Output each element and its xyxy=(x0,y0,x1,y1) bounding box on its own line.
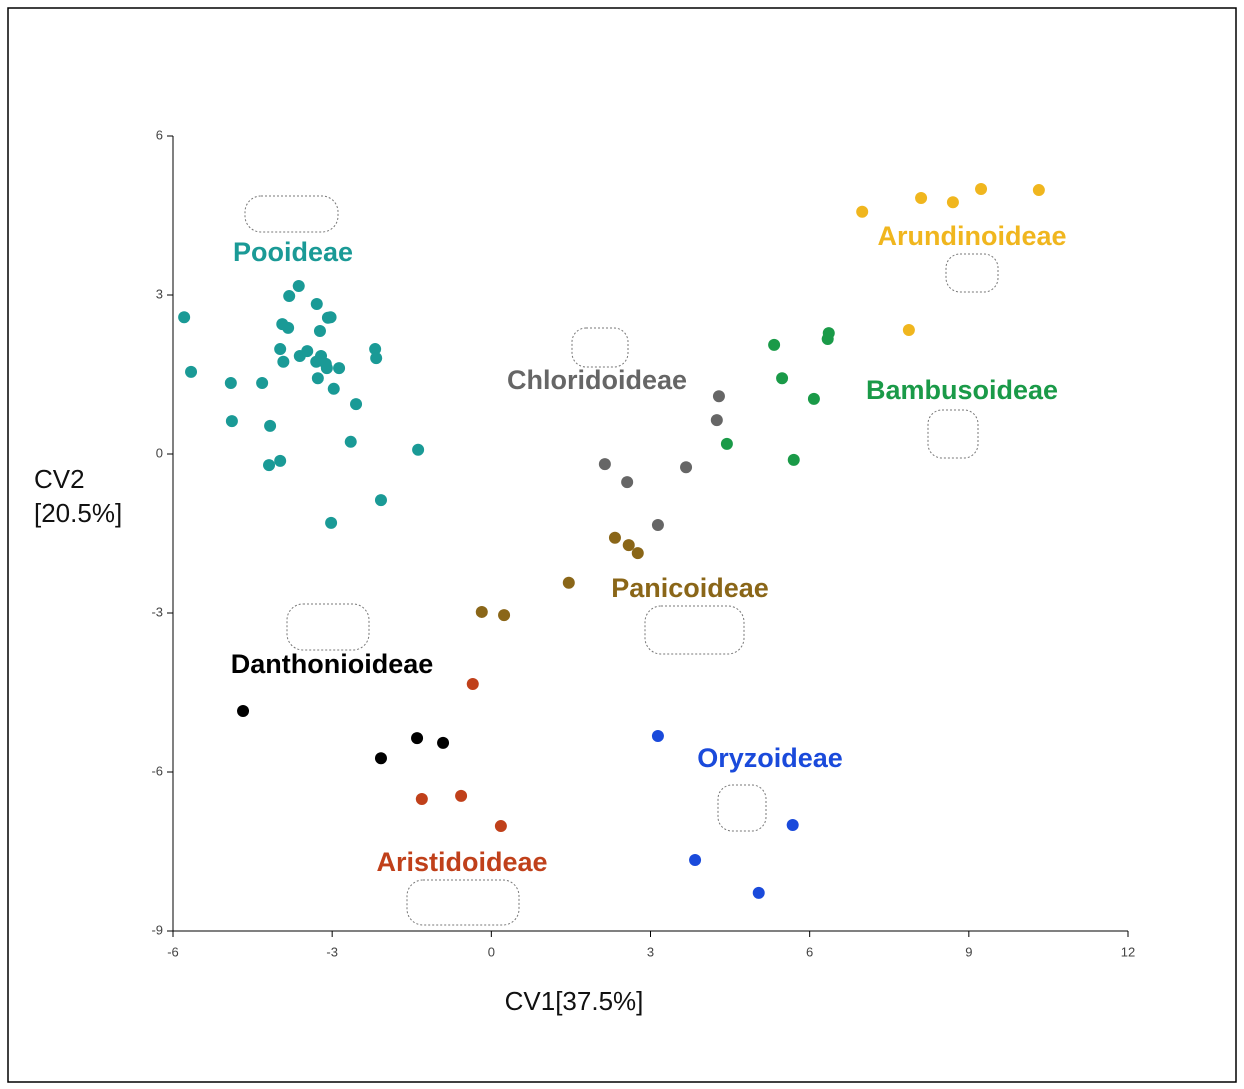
point xyxy=(768,338,781,351)
point xyxy=(475,605,488,618)
point xyxy=(277,355,290,368)
point xyxy=(320,362,333,375)
point xyxy=(562,576,575,589)
group-label: Panicoideae xyxy=(611,573,769,603)
point xyxy=(412,443,425,456)
point xyxy=(915,192,928,205)
point xyxy=(975,183,988,195)
point xyxy=(621,476,634,489)
point xyxy=(498,609,511,622)
point xyxy=(786,819,799,831)
point xyxy=(185,365,198,378)
point xyxy=(651,519,664,532)
point xyxy=(310,298,323,311)
frame xyxy=(7,7,1237,1083)
point xyxy=(369,343,382,356)
y-tick-label: 0 xyxy=(156,445,163,460)
point xyxy=(374,494,387,507)
point xyxy=(283,290,296,303)
point xyxy=(752,886,765,899)
x-axis-title: CV1[37.5%] xyxy=(505,986,644,1016)
x-tick-label: 12 xyxy=(1121,944,1135,959)
point xyxy=(282,321,295,334)
point xyxy=(1032,184,1045,197)
group-label: Arundinoideae xyxy=(877,221,1066,251)
point xyxy=(313,325,326,338)
x-tick-label: 3 xyxy=(647,944,654,959)
point xyxy=(856,205,869,218)
group-label: Aristidoideae xyxy=(376,847,547,877)
point xyxy=(902,323,915,336)
point xyxy=(301,345,314,358)
point xyxy=(622,539,635,552)
group-label: Pooideae xyxy=(233,237,353,267)
y-tick-label: -3 xyxy=(151,604,163,619)
point xyxy=(415,793,428,806)
x-tick-label: -3 xyxy=(326,944,338,959)
point xyxy=(946,196,959,209)
point xyxy=(333,362,346,375)
point xyxy=(787,453,800,466)
point xyxy=(274,343,287,356)
point xyxy=(350,398,363,411)
group-label: Chloridoideae xyxy=(507,365,687,395)
point xyxy=(225,415,238,428)
point xyxy=(327,382,340,395)
point xyxy=(776,372,789,385)
y-tick-label: 3 xyxy=(156,286,163,301)
point xyxy=(807,392,820,405)
x-tick-label: 9 xyxy=(965,944,972,959)
point xyxy=(325,516,338,529)
point xyxy=(680,461,693,474)
y-tick-label: -6 xyxy=(151,763,163,778)
point xyxy=(263,459,276,472)
point xyxy=(344,435,357,448)
point xyxy=(494,820,507,833)
group-label: Oryzoideae xyxy=(697,743,843,773)
x-tick-label: 0 xyxy=(488,944,495,959)
point xyxy=(311,372,324,385)
point xyxy=(324,311,337,324)
y-axis-title: CV2 [20.5%] xyxy=(34,464,123,528)
y-tick-label: 6 xyxy=(156,127,163,142)
point xyxy=(608,531,621,544)
group-label: Bambusoideae xyxy=(866,375,1058,405)
x-tick-label: -6 xyxy=(167,944,179,959)
point xyxy=(466,678,479,691)
point xyxy=(821,332,834,345)
point xyxy=(712,390,725,403)
point xyxy=(224,376,237,389)
point xyxy=(411,732,424,745)
point xyxy=(455,789,468,802)
x-tick-label: 6 xyxy=(806,944,813,959)
point xyxy=(237,705,250,718)
point xyxy=(720,437,733,450)
point xyxy=(374,752,387,765)
point xyxy=(710,414,723,427)
group-label: Danthonioideae xyxy=(231,649,434,679)
point xyxy=(274,454,287,467)
point xyxy=(437,736,450,749)
point xyxy=(178,311,191,324)
point xyxy=(689,853,702,866)
point xyxy=(370,352,383,365)
point xyxy=(264,419,277,432)
y-tick-label: -9 xyxy=(151,922,163,937)
point xyxy=(631,547,644,560)
point xyxy=(256,376,269,389)
point xyxy=(598,458,611,471)
point xyxy=(292,279,305,292)
point xyxy=(651,729,664,742)
shape-outlines xyxy=(244,195,999,926)
